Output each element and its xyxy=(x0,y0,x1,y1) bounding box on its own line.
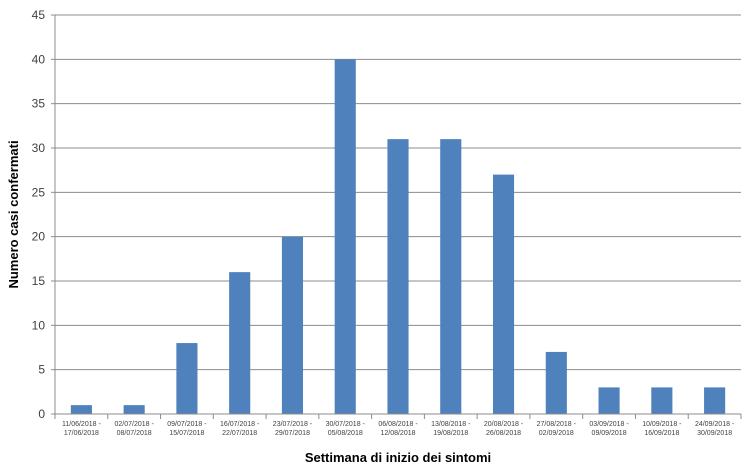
x-tick-label: 06/08/2018 -12/08/2018 xyxy=(378,421,418,437)
x-axis-ticks: 11/06/2018 -17/06/2018 02/07/2018 -08/07/… xyxy=(54,414,742,437)
bars xyxy=(70,59,726,414)
bar xyxy=(176,343,198,414)
bar xyxy=(440,139,462,414)
x-tick-label: 10/09/2018 -16/09/2018 xyxy=(642,421,682,437)
x-tick-label: 20/08/2018 -26/08/2018 xyxy=(484,421,524,437)
x-tick-label: 23/07/2018 -29/07/2018 xyxy=(273,421,313,437)
y-tick-label: 45 xyxy=(32,8,46,22)
y-axis-title: Numero casi confermati xyxy=(6,140,21,288)
x-tick-label: 30/07/2018 -05/08/2018 xyxy=(326,421,366,437)
x-tick-label: 09/07/2018 -15/07/2018 xyxy=(167,421,207,437)
x-tick-label: 11/06/2018 -17/06/2018 xyxy=(62,421,101,437)
y-tick-label: 20 xyxy=(32,230,46,244)
bar xyxy=(387,139,409,414)
y-tick-label: 0 xyxy=(38,407,45,421)
bar xyxy=(123,405,145,414)
bar xyxy=(598,387,620,414)
bar xyxy=(545,351,567,414)
x-tick-label: 24/09/2018 -30/09/2018 xyxy=(695,421,735,437)
y-tick-label: 40 xyxy=(32,52,46,66)
x-tick-label: 13/08/2018 -19/08/2018 xyxy=(431,421,471,437)
y-axis-ticks: 0 5 10 15 20 25 30 35 40 45 xyxy=(32,8,55,421)
x-tick-label: 16/07/2018 -22/07/2018 xyxy=(220,421,260,437)
bar xyxy=(492,174,515,414)
bar xyxy=(334,59,356,414)
x-axis-title: Settimana di inizio dei sintomi xyxy=(305,450,491,465)
bar xyxy=(70,405,92,414)
y-tick-label: 25 xyxy=(32,185,46,199)
y-tick-label: 35 xyxy=(32,97,46,111)
bar xyxy=(281,236,304,414)
bar xyxy=(229,272,251,414)
y-tick-label: 15 xyxy=(32,274,46,288)
x-tick-label: 27/08/2018 -02/09/2018 xyxy=(537,421,577,437)
y-tick-label: 5 xyxy=(38,363,45,377)
y-tick-label: 10 xyxy=(32,318,46,332)
bar xyxy=(704,387,726,414)
x-tick-label: 02/07/2018 -08/07/2018 xyxy=(114,421,154,437)
bar xyxy=(651,387,673,414)
x-tick-label: 03/09/2018 -09/09/2018 xyxy=(589,421,629,437)
y-tick-label: 30 xyxy=(32,141,46,155)
